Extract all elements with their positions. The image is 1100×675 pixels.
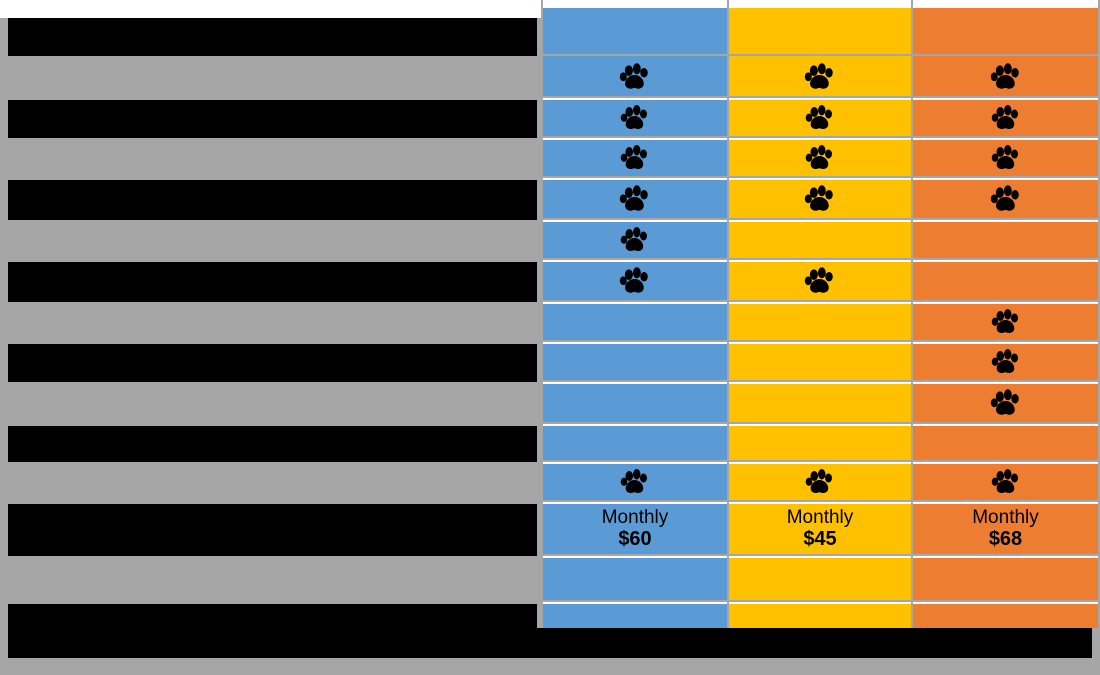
feature-label-redacted bbox=[8, 18, 537, 56]
plan-cell-plus bbox=[913, 344, 1098, 382]
paw-print-icon bbox=[990, 306, 1022, 338]
price-period-label: Monthly bbox=[972, 507, 1039, 529]
feature-label bbox=[0, 384, 543, 424]
plan-cell-plus bbox=[913, 140, 1098, 178]
feature-label bbox=[0, 304, 543, 342]
paw-print-icon bbox=[618, 60, 652, 94]
paw-print-icon bbox=[989, 386, 1023, 420]
plan-cell-wellness bbox=[729, 426, 911, 462]
plan-cell-wellness: Monthly $45 bbox=[729, 504, 911, 556]
paw-print-icon bbox=[990, 102, 1022, 134]
price-amount: $60 bbox=[618, 527, 652, 550]
plan-cell-plus: Monthly $68 bbox=[913, 504, 1098, 556]
plan-cell-wellness bbox=[729, 304, 911, 342]
column-divider-wellness-plus bbox=[911, 0, 913, 675]
paw-print-icon bbox=[990, 142, 1022, 174]
paw-print-icon bbox=[804, 466, 836, 498]
price-amount: $68 bbox=[988, 527, 1023, 550]
paw-print-icon bbox=[619, 466, 651, 498]
plan-cell-puppy bbox=[543, 384, 727, 424]
paw-print-icon bbox=[989, 60, 1023, 94]
paw-print-icon bbox=[619, 142, 651, 174]
plan-cell-puppy bbox=[543, 304, 727, 342]
plan-cell-puppy bbox=[543, 100, 727, 138]
paw-print-icon bbox=[619, 224, 651, 256]
paw-print-icon bbox=[803, 60, 837, 94]
plan-cell-puppy bbox=[543, 558, 727, 602]
plan-cell-plus bbox=[913, 100, 1098, 138]
plan-cell-plus bbox=[913, 180, 1098, 220]
paw-print-icon bbox=[803, 182, 837, 216]
plan-cell-puppy bbox=[543, 222, 727, 260]
paw-print-icon bbox=[618, 264, 652, 298]
feature-label-redacted bbox=[8, 262, 537, 302]
plan-cell-plus bbox=[913, 18, 1098, 56]
paw-print-icon bbox=[618, 182, 652, 216]
price-amount: $45 bbox=[803, 527, 837, 550]
plan-cell-plus bbox=[913, 222, 1098, 260]
plan-cell-puppy bbox=[543, 426, 727, 462]
feature-label-redacted bbox=[8, 504, 537, 556]
feature-label bbox=[0, 464, 543, 502]
feature-label bbox=[0, 558, 543, 602]
feature-label-redacted bbox=[8, 426, 537, 462]
column-divider-puppy-wellness bbox=[727, 0, 729, 675]
plan-column-footer-strip-wellness bbox=[729, 604, 911, 628]
plan-cell-plus bbox=[913, 464, 1098, 502]
plan-cell-wellness bbox=[729, 58, 911, 98]
plan-cell-plus bbox=[913, 262, 1098, 302]
feature-label bbox=[0, 222, 543, 260]
plan-cell-puppy bbox=[543, 58, 727, 98]
paw-print-icon bbox=[803, 264, 837, 298]
plan-cell-puppy bbox=[543, 262, 727, 302]
plan-cell-wellness bbox=[729, 222, 911, 260]
column-divider-left bbox=[541, 0, 543, 675]
feature-label bbox=[0, 140, 543, 178]
paw-print-icon bbox=[804, 142, 836, 174]
plan-column-footer-strip-puppy bbox=[543, 604, 727, 628]
plan-column-footer-strip-plus bbox=[913, 604, 1098, 628]
plan-cell-plus bbox=[913, 304, 1098, 342]
plan-cell-wellness bbox=[729, 100, 911, 138]
paw-print-icon bbox=[804, 102, 836, 134]
plan-cell-wellness bbox=[729, 140, 911, 178]
plan-cell-puppy bbox=[543, 18, 727, 56]
plan-cell-plus bbox=[913, 384, 1098, 424]
plan-cell-plus bbox=[913, 426, 1098, 462]
feature-label-redacted bbox=[8, 180, 537, 220]
plan-cell-puppy bbox=[543, 180, 727, 220]
plan-cell-wellness bbox=[729, 464, 911, 502]
column-divider-right bbox=[1098, 0, 1100, 675]
feature-label-redacted bbox=[8, 344, 537, 382]
paw-print-icon bbox=[989, 182, 1023, 216]
plan-cell-puppy bbox=[543, 344, 727, 382]
plan-cell-wellness bbox=[729, 384, 911, 424]
price-period-label: Monthly bbox=[786, 507, 854, 529]
plan-cell-puppy bbox=[543, 140, 727, 178]
plan-cell-puppy bbox=[543, 464, 727, 502]
bottom-redaction-bar bbox=[8, 628, 1092, 658]
plan-cell-wellness bbox=[729, 344, 911, 382]
plan-cell-wellness bbox=[729, 18, 911, 56]
plan-cell-wellness bbox=[729, 558, 911, 602]
feature-label bbox=[0, 58, 543, 98]
plan-cell-wellness bbox=[729, 180, 911, 220]
paw-print-icon bbox=[990, 346, 1022, 378]
paw-print-icon bbox=[619, 102, 651, 134]
price-period-label: Monthly bbox=[601, 507, 669, 529]
plan-cell-wellness bbox=[729, 262, 911, 302]
feature-label-redacted bbox=[8, 100, 537, 138]
plan-cell-plus bbox=[913, 558, 1098, 602]
paw-print-icon bbox=[990, 466, 1022, 498]
plan-cell-puppy: Monthly $60 bbox=[543, 504, 727, 556]
plan-cell-plus bbox=[913, 58, 1098, 98]
